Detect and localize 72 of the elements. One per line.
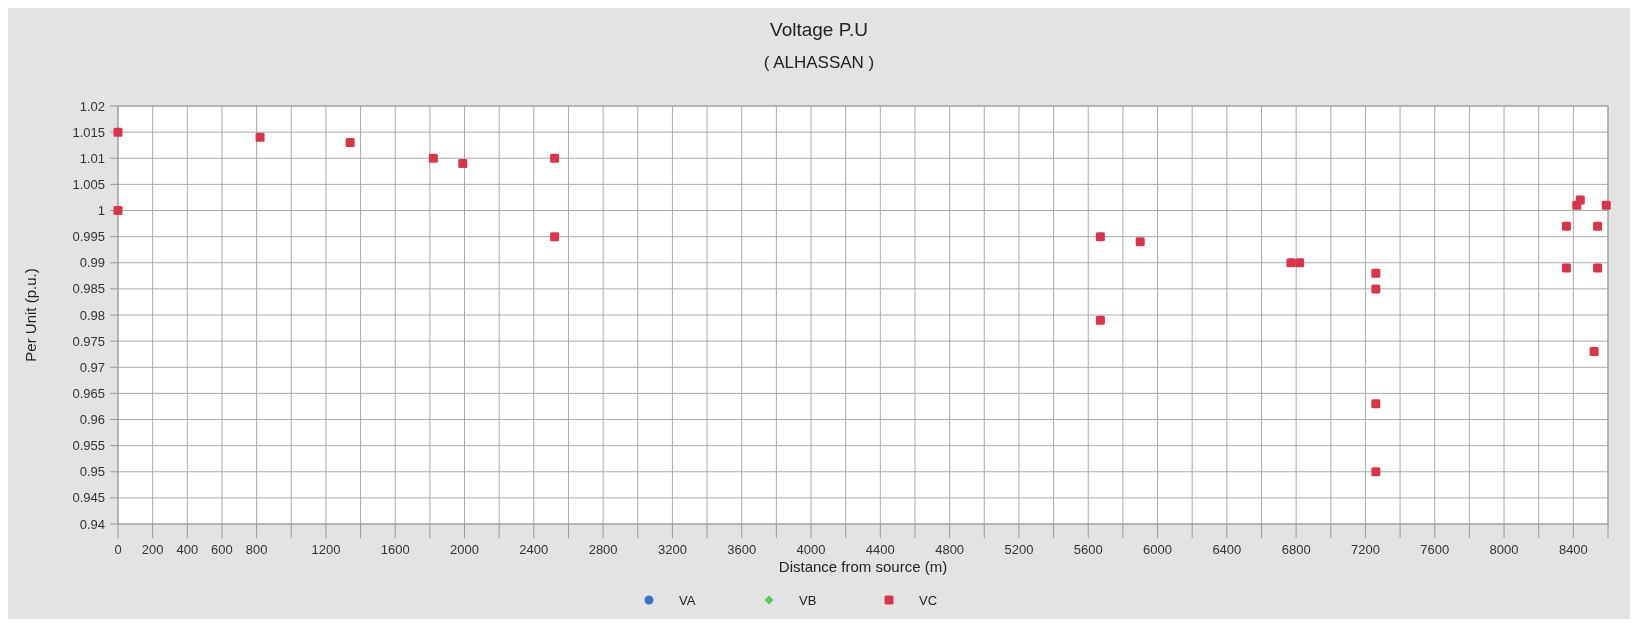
y-axis-title: Per Unit (p.u.) — [22, 268, 39, 362]
point — [1371, 268, 1381, 278]
y-tick-label: 0.98 — [79, 307, 105, 323]
y-tick-label: 0.95 — [79, 464, 105, 480]
chart-title: Voltage P.U — [770, 19, 868, 40]
point — [1371, 399, 1381, 409]
point — [1371, 284, 1381, 294]
x-tick-label: 4000 — [796, 542, 826, 557]
x-tick-label: 3200 — [657, 542, 687, 557]
point — [1601, 200, 1611, 210]
y-tick-label: 0.975 — [72, 333, 105, 349]
point — [458, 158, 468, 168]
x-tick-label: 800 — [245, 542, 268, 557]
point — [428, 153, 438, 163]
x-tick-label: 4800 — [935, 542, 965, 557]
y-tick-label: 1.005 — [72, 176, 105, 192]
x-tick-label: 2800 — [588, 542, 618, 557]
point — [1561, 263, 1571, 273]
y-tick-label: 1.02 — [79, 98, 105, 114]
point — [113, 206, 123, 215]
y-tick-label: 0.965 — [72, 385, 105, 401]
y-tick-label: 0.945 — [72, 490, 105, 506]
x-tick-label: 6000 — [1143, 542, 1172, 557]
point — [1593, 221, 1603, 231]
y-tick-label: 0.985 — [72, 281, 105, 297]
x-tick-label: 1600 — [380, 542, 410, 557]
y-tick-label: 1 — [97, 203, 105, 219]
x-tick-label: 7200 — [1350, 542, 1380, 557]
point — [1095, 232, 1105, 242]
point — [113, 127, 123, 137]
point — [1371, 467, 1381, 477]
y-tick-label: 0.97 — [79, 359, 105, 375]
x-tick-label: 8400 — [1558, 542, 1588, 557]
x-axis-title: Distance from source (m) — [778, 558, 948, 575]
x-tick-label: 8000 — [1489, 542, 1519, 557]
point — [1135, 237, 1145, 247]
y-tick-label: 0.955 — [72, 438, 105, 454]
y-tick-label: 0.99 — [79, 255, 105, 271]
y-tick-label: 0.94 — [79, 516, 105, 532]
x-tick-label: 2400 — [519, 542, 549, 557]
x-tick-label: 200 — [141, 542, 164, 557]
x-tick-label: 5600 — [1073, 542, 1103, 557]
x-tick-label: 600 — [211, 542, 233, 557]
x-tick-label: 6400 — [1212, 542, 1242, 557]
x-tick-label: 4400 — [865, 542, 895, 557]
point — [550, 232, 560, 242]
point — [1295, 258, 1305, 268]
x-tick-label: 2000 — [450, 542, 479, 557]
x-tick-label: 400 — [176, 542, 199, 557]
x-tick-label: 5200 — [1004, 542, 1034, 557]
y-tick-label: 1.01 — [79, 150, 105, 166]
x-tick-label: 7600 — [1420, 542, 1450, 557]
y-tick-label: 0.96 — [79, 412, 105, 428]
point — [1561, 221, 1571, 231]
point — [1589, 347, 1599, 357]
point — [1593, 263, 1603, 273]
point — [345, 138, 355, 148]
x-tick-label: 3600 — [727, 542, 757, 557]
legend-label: VA — [679, 593, 696, 608]
y-tick-label: 0.995 — [72, 229, 105, 245]
chart-subtitle: ( ALHASSAN ) — [763, 53, 875, 72]
point — [1575, 195, 1585, 205]
point — [1286, 258, 1296, 268]
x-tick-label: 1200 — [311, 542, 341, 557]
legend-label: VC — [919, 593, 938, 608]
x-tick-label: 0 — [114, 542, 122, 557]
legend-label: VB — [799, 593, 817, 608]
point — [255, 132, 265, 142]
point — [550, 153, 560, 163]
point — [1095, 315, 1105, 325]
y-tick-label: 1.015 — [72, 124, 105, 140]
x-tick-label: 6800 — [1281, 542, 1311, 557]
